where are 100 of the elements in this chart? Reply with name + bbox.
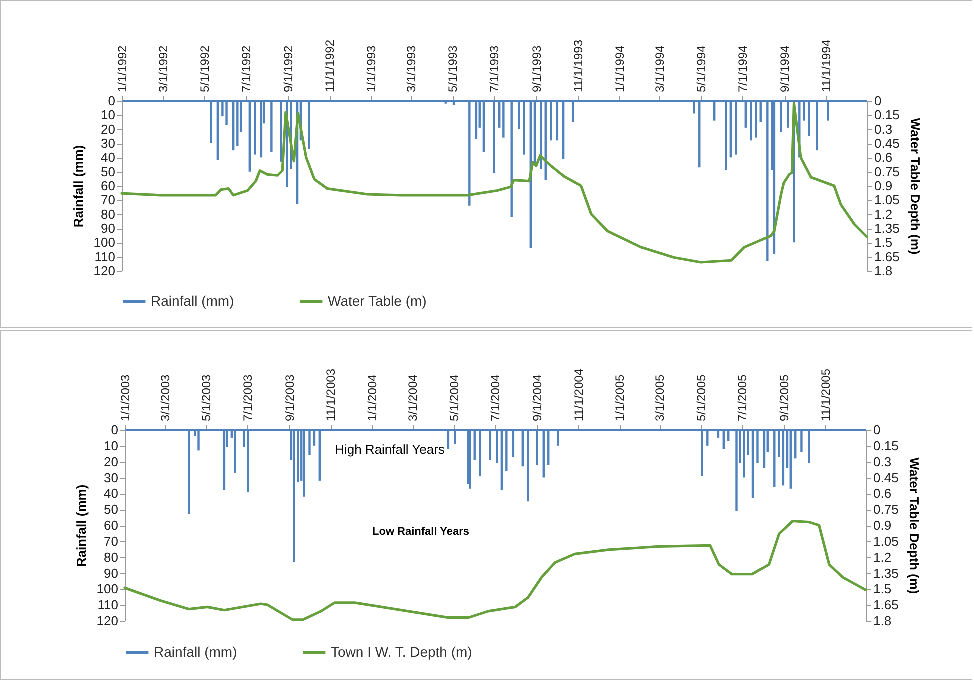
x-tick-label: 1/1/1994 (612, 45, 627, 92)
y2-tick-label: 1.8 (874, 264, 893, 278)
x-tick-label: 9/1/2003 (282, 374, 297, 422)
x-tick-label: 5/1/2003 (200, 374, 214, 422)
x-tick-label: 7/1/2003 (240, 374, 255, 422)
y2-tick-label: 0 (874, 94, 882, 108)
x-tick-label: 5/1/1994 (694, 45, 708, 92)
y2-tick-label: 1.65 (874, 249, 900, 264)
y-axis-title: Rainfall (mm) (74, 484, 89, 568)
y2-tick-label: 0.9 (874, 178, 893, 194)
x-tick-label: 5/1/2005 (694, 374, 708, 422)
y-tick-label: 60 (104, 518, 118, 533)
y-tick-label: 30 (104, 470, 118, 486)
y-tick-label: 90 (104, 566, 118, 581)
x-tick-label: 11/1/2003 (324, 368, 338, 422)
x-tick-label: 7/1/1994 (736, 45, 750, 92)
y-tick-label: 10 (104, 438, 118, 454)
y-tick-label: 120 (96, 614, 118, 628)
x-tick-label: 3/1/1992 (156, 45, 170, 92)
y-tick-label: 80 (104, 550, 118, 565)
y2-tick-label: 1.35 (874, 566, 899, 581)
y2-tick-label: 1.5 (874, 235, 893, 250)
y2-tick-label: 1.05 (874, 534, 899, 549)
y-tick-label: 90 (101, 221, 116, 236)
line-series (124, 520, 868, 622)
x-tick-label: 11/1/2005 (818, 368, 833, 422)
x-tick-label: 1/1/1992 (116, 45, 130, 92)
y-tick-label: 10 (101, 108, 116, 123)
x-tick-label: 3/1/2005 (653, 374, 668, 422)
legend-label: Rainfall (mm) (151, 292, 234, 309)
y2-tick-label: 1.2 (874, 206, 893, 222)
y2-tick-label: 1.5 (874, 582, 892, 597)
y-tick-label: 0 (108, 94, 116, 108)
x-tick-label: 3/1/1994 (652, 45, 667, 92)
y-tick-label: 30 (101, 136, 116, 151)
y2-tick-label: 0.15 (874, 108, 900, 123)
x-tick-label: 5/1/2004 (447, 374, 462, 422)
y2-tick-label: 1.8 (874, 614, 892, 628)
legend-label: Rainfall (mm) (154, 644, 238, 660)
x-tick-label: 11/1/1992 (323, 40, 338, 92)
x-tick-label: 3/1/2004 (406, 374, 420, 422)
legend-label: Water Table (m) (328, 292, 427, 309)
y2-tick-label: 0.45 (874, 470, 899, 486)
y2-tick-label: 0.3 (874, 454, 892, 470)
y2-tick-label: 0.15 (874, 438, 899, 454)
annotation: Low Rainfall Years (372, 526, 470, 538)
x-tick-label: 7/1/1993 (488, 45, 502, 92)
y2-tick-label: 0.6 (874, 486, 892, 502)
y-tick-label: 120 (94, 264, 116, 278)
y-tick-label: 70 (101, 192, 116, 208)
y-tick-label: 20 (101, 122, 116, 137)
x-tick-label: 1/1/2003 (118, 374, 132, 422)
y-tick-label: 100 (94, 235, 116, 250)
x-tick-label: 1/1/2004 (366, 374, 380, 422)
y-tick-label: 110 (98, 598, 118, 613)
x-tick-label: 5/1/1992 (198, 45, 212, 92)
y-tick-label: 60 (101, 178, 116, 194)
x-tick-label: 5/1/1993 (446, 45, 460, 92)
annotation: High Rainfall Years (335, 442, 446, 457)
y-tick-label: 50 (104, 502, 118, 518)
x-tick-label: 7/1/1992 (239, 45, 254, 92)
line-series (120, 102, 868, 264)
y-tick-label: 80 (101, 206, 116, 222)
y2-tick-label: 0.75 (874, 502, 899, 518)
legend-label: Town I W. T. Depth (m) (331, 644, 472, 660)
y-tick-label: 40 (104, 486, 118, 502)
y2-tick-label: 1.35 (874, 221, 900, 236)
y2-tick-label: 0.9 (874, 518, 892, 533)
y-tick-label: 70 (104, 534, 118, 549)
y-axis-title: Rainfall (mm) (70, 145, 86, 228)
x-tick-label: 1/1/2005 (613, 374, 628, 422)
y2-tick-label: 0 (874, 422, 881, 438)
x-tick-label: 3/1/1993 (404, 45, 419, 92)
y-tick-label: 50 (101, 164, 116, 180)
x-tick-label: 11/1/1994 (820, 40, 834, 92)
y2-tick-label: 1.65 (874, 598, 899, 613)
y2-tick-label: 0.6 (874, 150, 893, 166)
x-tick-label: 9/1/1993 (530, 45, 544, 92)
x-tick-label: 3/1/2003 (158, 374, 172, 422)
x-tick-label: 7/1/2004 (488, 374, 503, 422)
y2-tick-label: 0.3 (874, 122, 893, 137)
y-tick-label: 100 (96, 582, 118, 597)
x-tick-label: 1/1/1993 (364, 45, 379, 92)
x-tick-label: 11/1/2004 (572, 368, 586, 422)
x-tick-label: 11/1/1993 (571, 40, 586, 92)
y2-tick-label: 1.2 (874, 550, 892, 565)
y-tick-label: 20 (104, 454, 118, 470)
y-tick-label: 110 (94, 249, 116, 264)
x-tick-label: 7/1/2005 (736, 374, 750, 422)
y2-tick-label: 0.45 (874, 136, 900, 151)
y-tick-label: 0 (111, 422, 118, 438)
x-tick-label: 9/1/2005 (778, 374, 792, 422)
x-tick-label: 9/1/1994 (778, 45, 792, 92)
y2-axis-title: Water Table Depth (m) (908, 118, 923, 255)
x-tick-label: 9/1/2004 (530, 374, 545, 422)
y2-axis-title: Water Table Depth (m) (906, 458, 922, 594)
x-tick-label: 9/1/1992 (282, 45, 296, 92)
y2-tick-label: 0.75 (874, 164, 900, 180)
y-tick-label: 40 (101, 150, 116, 166)
y2-tick-label: 1.05 (874, 192, 900, 208)
